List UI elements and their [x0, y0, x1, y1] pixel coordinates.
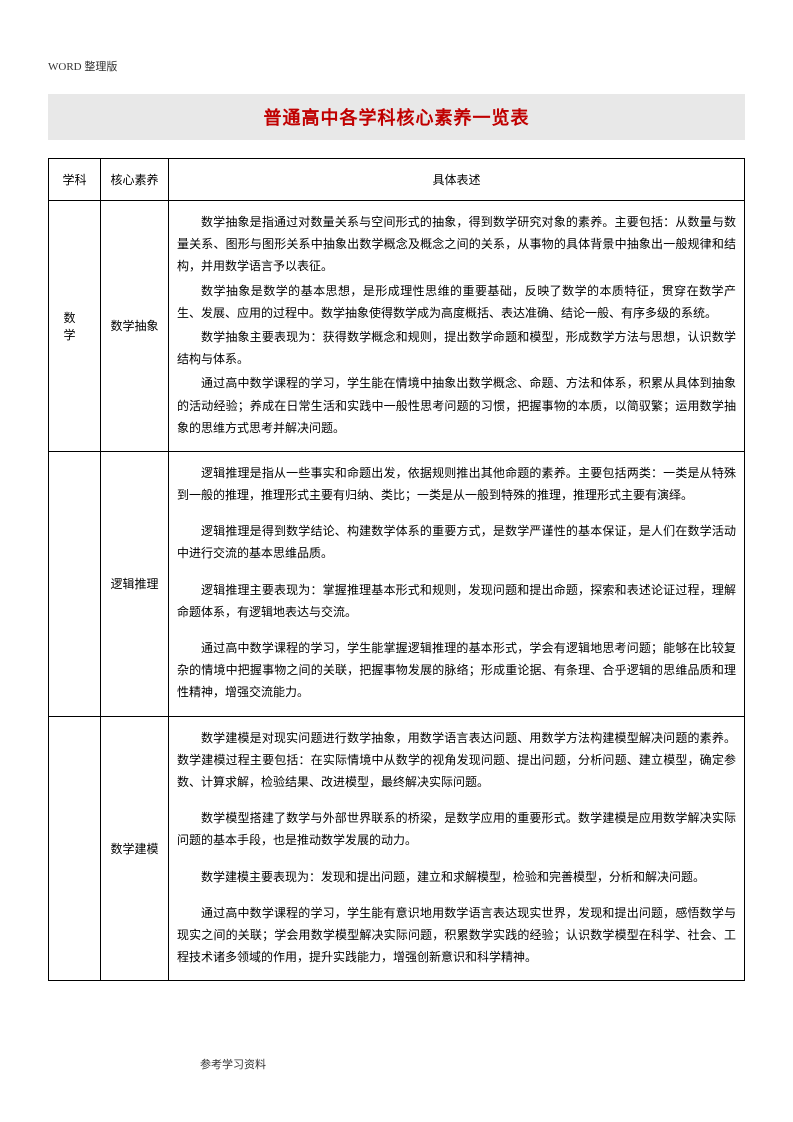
table-header-row: 学科 核心素养 具体表述 [49, 159, 745, 201]
description-cell: 数学建模是对现实问题进行数学抽象，用数学语言表达问题、用数学方法构建模型解决问题… [169, 716, 745, 981]
header-desc: 具体表述 [169, 159, 745, 201]
table-row: 逻辑推理逻辑推理是指从一些事实和命题出发，依据规则推出其他命题的素养。主要包括两… [49, 451, 745, 716]
page-footer: 参考学习资料 [200, 1056, 266, 1072]
document-title: 普通高中各学科核心素养一览表 [48, 104, 745, 130]
description-paragraph: 数学抽象主要表现为：获得数学概念和规则，提出数学命题和模型，形成数学方法与思想，… [177, 326, 736, 370]
subject-cell: 数 学 [49, 201, 101, 452]
description-paragraph: 通过高中数学课程的学习，学生能有意识地用数学语言表达现实世界，发现和提出问题，感… [177, 902, 736, 969]
subject-cell-empty [49, 716, 101, 981]
description-paragraph: 逻辑推理是指从一些事实和命题出发，依据规则推出其他命题的素养。主要包括两类：一类… [177, 462, 736, 506]
description-paragraph: 逻辑推理是得到数学结论、构建数学体系的重要方式，是数学严谨性的基本保证，是人们在… [177, 520, 736, 564]
table-body: 数 学数学抽象数学抽象是指通过对数量关系与空间形式的抽象，得到数学研究对象的素养… [49, 201, 745, 981]
description-paragraph: 数学抽象是数学的基本思想，是形成理性思维的重要基础，反映了数学的本质特征，贯穿在… [177, 280, 736, 324]
description-paragraph: 逻辑推理主要表现为：掌握推理基本形式和规则，发现问题和提出命题，探索和表述论证过… [177, 579, 736, 623]
content-table: 学科 核心素养 具体表述 数 学数学抽象数学抽象是指通过对数量关系与空间形式的抽… [48, 158, 745, 981]
core-competency-cell: 数学抽象 [101, 201, 169, 452]
subject-cell-empty [49, 451, 101, 716]
title-bar: 普通高中各学科核心素养一览表 [48, 94, 745, 140]
header-core: 核心素养 [101, 159, 169, 201]
description-paragraph: 通过高中数学课程的学习，学生能在情境中抽象出数学概念、命题、方法和体系，积累从具… [177, 372, 736, 439]
core-competency-cell: 数学建模 [101, 716, 169, 981]
description-paragraph: 数学建模主要表现为：发现和提出问题，建立和求解模型，检验和完善模型，分析和解决问… [177, 866, 736, 888]
description-cell: 逻辑推理是指从一些事实和命题出发，依据规则推出其他命题的素养。主要包括两类：一类… [169, 451, 745, 716]
table-row: 数学建模数学建模是对现实问题进行数学抽象，用数学语言表达问题、用数学方法构建模型… [49, 716, 745, 981]
description-paragraph: 数学建模是对现实问题进行数学抽象，用数学语言表达问题、用数学方法构建模型解决问题… [177, 727, 736, 794]
description-paragraph: 数学抽象是指通过对数量关系与空间形式的抽象，得到数学研究对象的素养。主要包括：从… [177, 211, 736, 278]
description-paragraph: 通过高中数学课程的学习，学生能掌握逻辑推理的基本形式，学会有逻辑地思考问题；能够… [177, 637, 736, 704]
description-paragraph: 数学模型搭建了数学与外部世界联系的桥梁，是数学应用的重要形式。数学建模是应用数学… [177, 807, 736, 851]
table-row: 数 学数学抽象数学抽象是指通过对数量关系与空间形式的抽象，得到数学研究对象的素养… [49, 201, 745, 452]
page-header: WORD 整理版 [48, 58, 745, 74]
header-subject: 学科 [49, 159, 101, 201]
description-cell: 数学抽象是指通过对数量关系与空间形式的抽象，得到数学研究对象的素养。主要包括：从… [169, 201, 745, 452]
core-competency-cell: 逻辑推理 [101, 451, 169, 716]
